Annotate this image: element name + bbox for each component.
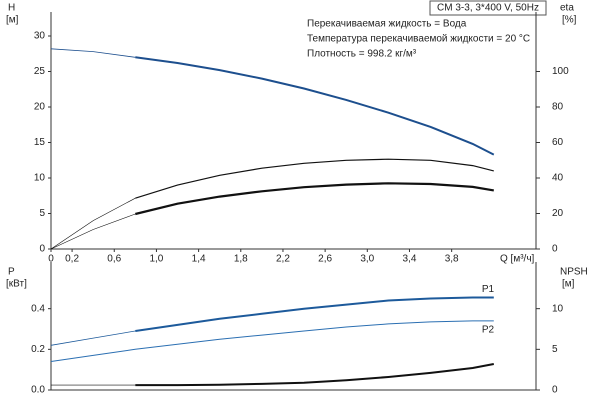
y-tick-label: 30	[34, 31, 46, 42]
y2-tick-label: 0	[552, 385, 558, 396]
y2-tick-label: 60	[552, 137, 564, 148]
y-tick-label: 15	[34, 137, 46, 148]
y2-tick-label: 100	[552, 66, 569, 77]
y-tick-label: 5	[39, 208, 45, 219]
curve	[135, 296, 494, 332]
y2-axis-unit: [%]	[562, 15, 577, 26]
curve	[50, 48, 136, 58]
annotation: Температура перекачиваемой жидкости = 20…	[307, 34, 530, 45]
curve	[135, 158, 494, 199]
x-tick-label: 1,8	[234, 254, 248, 265]
curve	[50, 213, 136, 250]
y-tick-label: 0.4	[31, 303, 45, 314]
y-axis-unit: [м]	[6, 15, 19, 26]
x-tick-label: 2,6	[318, 254, 332, 265]
x-tick-label: 0	[48, 254, 54, 265]
y2-tick-label: 5	[552, 344, 558, 355]
y-tick-label: 25	[34, 66, 46, 77]
curve	[135, 182, 494, 216]
x-tick-label: 1,4	[192, 254, 206, 265]
x-tick-label: 0,6	[107, 254, 121, 265]
chart-title: CM 3-3, 3*400 V, 50Hz	[437, 3, 539, 14]
y-tick-label: 0	[39, 244, 45, 255]
y-axis-unit: [кВт]	[6, 279, 27, 290]
y2-tick-label: 10	[552, 303, 564, 314]
y2-axis-label: NPSH	[560, 267, 588, 278]
x-tick-label: 3,8	[445, 254, 459, 265]
y-tick-label: 10	[34, 173, 46, 184]
x-tick-label: 3,4	[403, 254, 417, 265]
y2-axis-label: eta	[560, 3, 574, 14]
curve	[50, 320, 494, 362]
title-box	[429, 0, 547, 16]
y2-tick-label: 40	[552, 173, 564, 184]
y-tick-label: 0.0	[31, 385, 45, 396]
curve	[135, 363, 494, 387]
y2-axis-unit: [м]	[562, 279, 575, 290]
curve-label: P1	[482, 284, 495, 295]
x-tick-label: 3,0	[360, 254, 374, 265]
curve-label: P2	[482, 325, 495, 336]
x-tick-label: 2,2	[276, 254, 290, 265]
x-axis-label: Q [м³/ч]	[500, 254, 535, 265]
y-axis-label: H	[8, 3, 15, 14]
curve	[50, 197, 136, 250]
y2-tick-label: 0	[552, 244, 558, 255]
y-axis-label: P	[8, 267, 15, 278]
y2-tick-label: 20	[552, 208, 564, 219]
annotation: Перекачиваемая жидкость = Вода	[307, 19, 467, 30]
y-tick-label: 20	[34, 102, 46, 113]
curve	[135, 56, 495, 156]
y-tick-label: 0.2	[31, 344, 45, 355]
y2-tick-label: 80	[552, 102, 564, 113]
annotation: Плотность = 998.2 кг/м³	[307, 49, 417, 60]
x-tick-label: 1,0	[149, 254, 163, 265]
x-tick-label: 0,2	[65, 254, 79, 265]
curve	[50, 330, 136, 346]
